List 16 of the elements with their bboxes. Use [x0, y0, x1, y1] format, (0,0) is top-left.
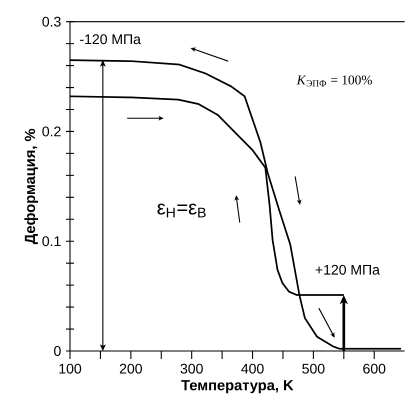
x-tick-label: 400: [241, 364, 264, 374]
y-axis-title: Деформация, %: [24, 128, 38, 244]
annotation: K$_{ЭПФ}$ = 100%: [296, 75, 372, 86]
y-tick-label: 0.3: [42, 16, 61, 27]
x-tick-label: 200: [120, 364, 142, 374]
x-tick-label: 500: [302, 364, 325, 374]
annotation: -120 МПа: [80, 34, 141, 44]
annotation: +120 МПа: [316, 264, 380, 275]
x-axis-title: Температура, K: [181, 380, 294, 394]
x-tick-label: 100: [59, 364, 82, 374]
x-tick-label: 300: [180, 364, 203, 374]
x-tick-label: 600: [363, 364, 386, 374]
y-tick-label: 0.1: [42, 236, 61, 246]
y-tick-label: 0: [54, 346, 61, 356]
y-tick-label: 0.2: [42, 126, 61, 136]
annotation: ε$_{Н}$=ε$_{В}$: [157, 204, 206, 218]
